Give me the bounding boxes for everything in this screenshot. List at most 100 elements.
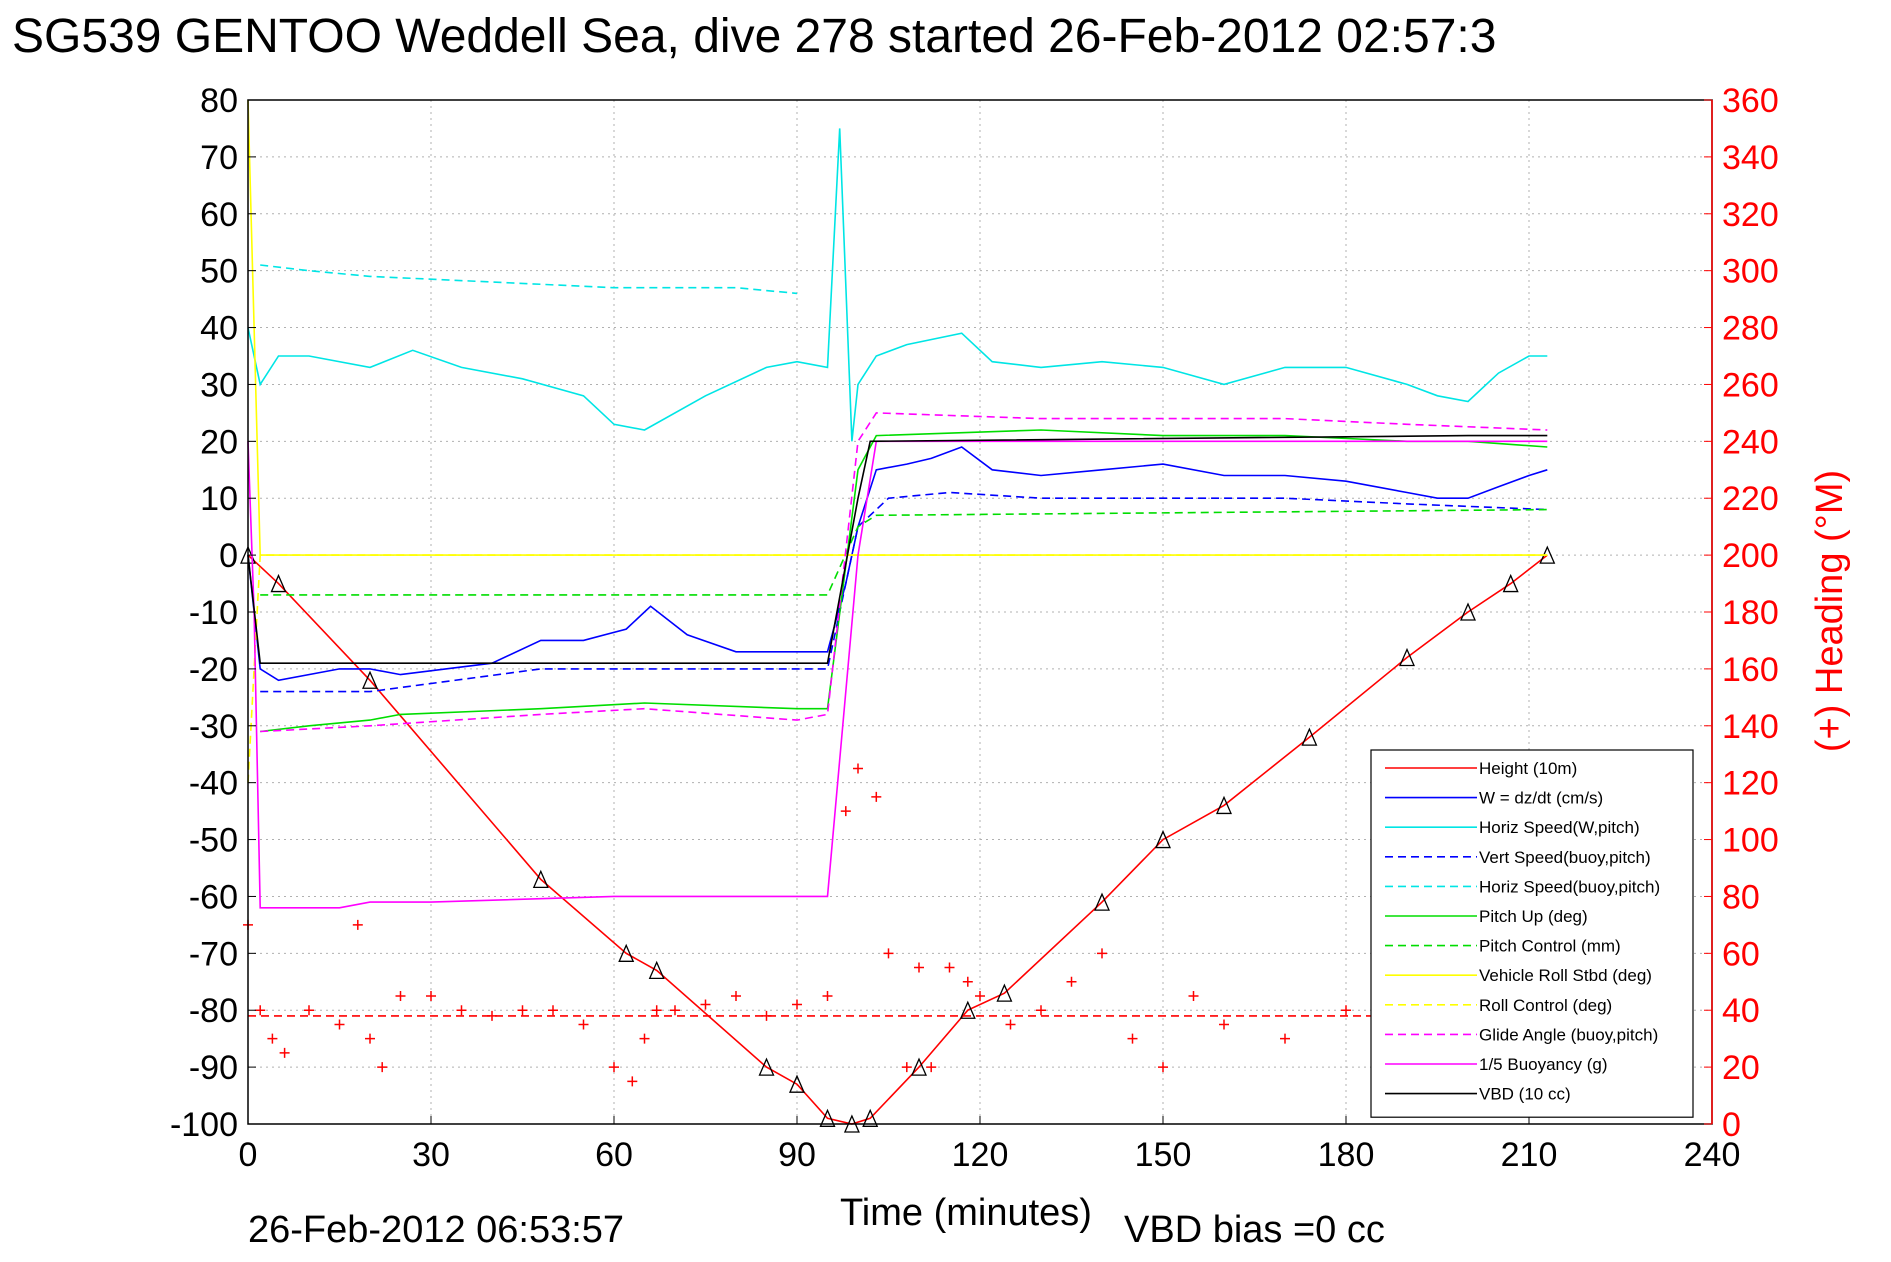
y-right-tick-label: 260 — [1722, 366, 1779, 404]
heading-marker — [517, 1005, 528, 1016]
legend-entry: Pitch Up (deg) — [1479, 907, 1588, 926]
y-left-tick-label: 20 — [200, 423, 238, 461]
legend-entry: Horiz Speed(W,pitch) — [1479, 818, 1640, 837]
heading-marker — [304, 1005, 314, 1016]
series-1-5-buoyancy-g — [247, 440, 1548, 909]
footer-timestamp: 26-Feb-2012 06:53:57 — [248, 1209, 624, 1251]
depth-marker — [959, 1000, 976, 1019]
y-right-tick-label: 140 — [1722, 708, 1779, 746]
y-right-tick-label: 0 — [1722, 1106, 1741, 1144]
x-tick-label: 60 — [595, 1136, 633, 1174]
heading-marker — [731, 991, 741, 1001]
x-tick-label: 240 — [1684, 1136, 1741, 1174]
heading-marker — [377, 1062, 388, 1073]
heading-marker — [456, 1005, 467, 1016]
heading-marker — [1158, 1062, 1168, 1073]
legend-entry: Glide Angle (buoy,pitch) — [1479, 1025, 1658, 1044]
heading-marker — [627, 1076, 638, 1087]
heading-marker — [792, 999, 802, 1010]
heading-marker — [853, 763, 863, 774]
depth-marker — [648, 960, 665, 980]
depth-marker — [618, 943, 635, 962]
legend-entry: W = dz/dt (cm/s) — [1479, 789, 1603, 808]
y-left-tick-label: 0 — [219, 537, 238, 575]
y-left-tick-label: -10 — [189, 594, 238, 632]
heading-marker — [1280, 1033, 1290, 1044]
heading-marker — [1219, 1019, 1229, 1030]
legend-entry: Roll Control (deg) — [1479, 996, 1612, 1015]
series-line — [260, 491, 1548, 693]
series-line — [247, 440, 1548, 909]
legend-entry: VBD (10 cc) — [1479, 1085, 1571, 1104]
legend-entry: Vehicle Roll Stbd (deg) — [1479, 966, 1652, 985]
y-left-tick-label: -20 — [189, 651, 238, 689]
heading-marker — [822, 991, 833, 1001]
plot-area — [240, 99, 1556, 1133]
depth-marker — [270, 573, 287, 593]
heading-marker — [1127, 1033, 1138, 1044]
y-left-tick-label: -30 — [189, 708, 238, 746]
y-left-tick-label: -70 — [189, 935, 238, 973]
legend-box — [1370, 749, 1694, 1118]
y-right-tick-label: 300 — [1722, 253, 1779, 291]
y-right-tick-label: 220 — [1722, 480, 1779, 518]
legend: Height (10m) W = dz/dt (cm/s) Horiz Speed(… — [1370, 749, 1694, 1118]
series-pitch-up-deg — [260, 429, 1548, 733]
heading-marker — [1097, 948, 1107, 959]
heading-marker — [1188, 991, 1199, 1001]
series-line — [247, 554, 1548, 1125]
legend-entry: Pitch Control (mm) — [1479, 937, 1621, 956]
depth-marker — [862, 1108, 879, 1127]
legend-entry: Horiz Speed(buoy,pitch) — [1479, 877, 1660, 896]
x-tick-label: 120 — [952, 1136, 1009, 1174]
axis-ticks: 0 30 60 90 120 150 180 210 24080706050403020100-… — [170, 82, 1779, 1174]
heading-marker — [914, 962, 924, 973]
depth-marker — [1399, 647, 1415, 667]
right-axis-label: (+) Heading (°M) — [1809, 470, 1851, 752]
legend-entry: Height (10m) — [1479, 759, 1577, 778]
y-right-tick-label: 360 — [1722, 82, 1779, 120]
heading-marker — [267, 1033, 278, 1044]
heading-marker — [883, 948, 894, 959]
y-right-tick-label: 60 — [1722, 935, 1760, 973]
y-right-tick-label: 240 — [1722, 423, 1779, 461]
y-right-tick-label: 320 — [1722, 196, 1779, 234]
depth-marker — [789, 1074, 805, 1093]
series-heading — [243, 763, 1553, 1087]
x-axis-label: Time (minutes) — [840, 1192, 1092, 1234]
y-left-tick-label: -80 — [189, 992, 238, 1030]
depth-marker — [911, 1057, 927, 1076]
depth-marker — [996, 983, 1013, 1002]
y-left-tick-label: -100 — [170, 1106, 238, 1144]
heading-marker — [255, 1005, 266, 1016]
y-left-tick-label: -60 — [189, 878, 238, 916]
y-left-tick-label: 50 — [200, 253, 238, 291]
y-right-tick-label: 180 — [1722, 594, 1779, 632]
heading-marker — [334, 1019, 345, 1030]
y-right-tick-label: 100 — [1722, 822, 1779, 860]
heading-marker — [279, 1047, 290, 1058]
y-left-tick-label: 60 — [200, 196, 238, 234]
y-left-tick-label: -40 — [189, 765, 238, 803]
heading-marker — [926, 1062, 937, 1073]
depth-marker — [1155, 829, 1171, 849]
legend-entry: Vert Speed(buoy,pitch) — [1479, 848, 1651, 867]
heading-marker — [651, 1005, 662, 1016]
series-line — [260, 264, 798, 295]
heading-marker — [1036, 1005, 1046, 1016]
heading-marker — [365, 1033, 375, 1044]
y-left-tick-label: 70 — [200, 139, 238, 177]
y-right-tick-label: 40 — [1722, 992, 1760, 1030]
heading-marker — [1066, 976, 1077, 987]
y-left-tick-label: 40 — [200, 310, 238, 348]
heading-marker — [944, 962, 955, 973]
y-left-tick-label: 10 — [200, 480, 238, 518]
series-horiz-speed-buoy-pitch — [260, 264, 798, 295]
x-tick-label: 210 — [1501, 1136, 1558, 1174]
series-glide-angle-buoy-pitch — [260, 412, 1548, 733]
series-vert-speed-buoy-pitch — [260, 491, 1548, 693]
legend-entry: 1/5 Buoyancy (g) — [1479, 1055, 1608, 1074]
series-roll-control-deg — [247, 554, 1548, 783]
heading-marker — [352, 919, 363, 930]
